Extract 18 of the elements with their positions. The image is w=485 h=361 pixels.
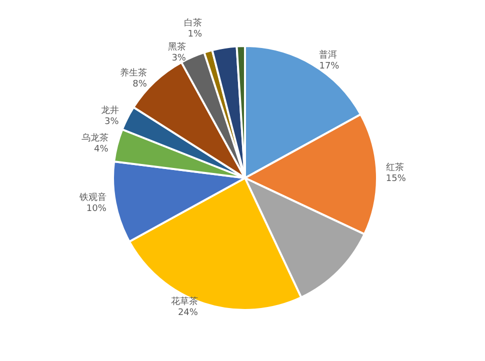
slice-label: 养生茶	[120, 67, 147, 78]
slice-label: 普洱	[319, 49, 338, 60]
slice-label: 花草茶	[170, 296, 198, 307]
data-label: 10%	[86, 204, 107, 214]
data-label: 3%	[104, 116, 120, 127]
data-label: 8%	[132, 79, 148, 90]
data-label: 15%	[386, 174, 406, 184]
slice-label: 乌龙茶	[81, 132, 108, 144]
slice-label: 白茶	[184, 18, 202, 29]
data-label: 1%	[188, 30, 202, 40]
slice-label: 红茶	[386, 162, 404, 174]
data-label: 17%	[319, 61, 340, 72]
data-label: 4%	[94, 144, 109, 155]
slice-label: 龙井	[100, 104, 119, 116]
data-label: 3%	[172, 54, 186, 64]
slice-label: 黑茶	[168, 42, 186, 53]
data-label: 24%	[178, 308, 198, 318]
slice-label: 铁观音	[78, 192, 106, 203]
